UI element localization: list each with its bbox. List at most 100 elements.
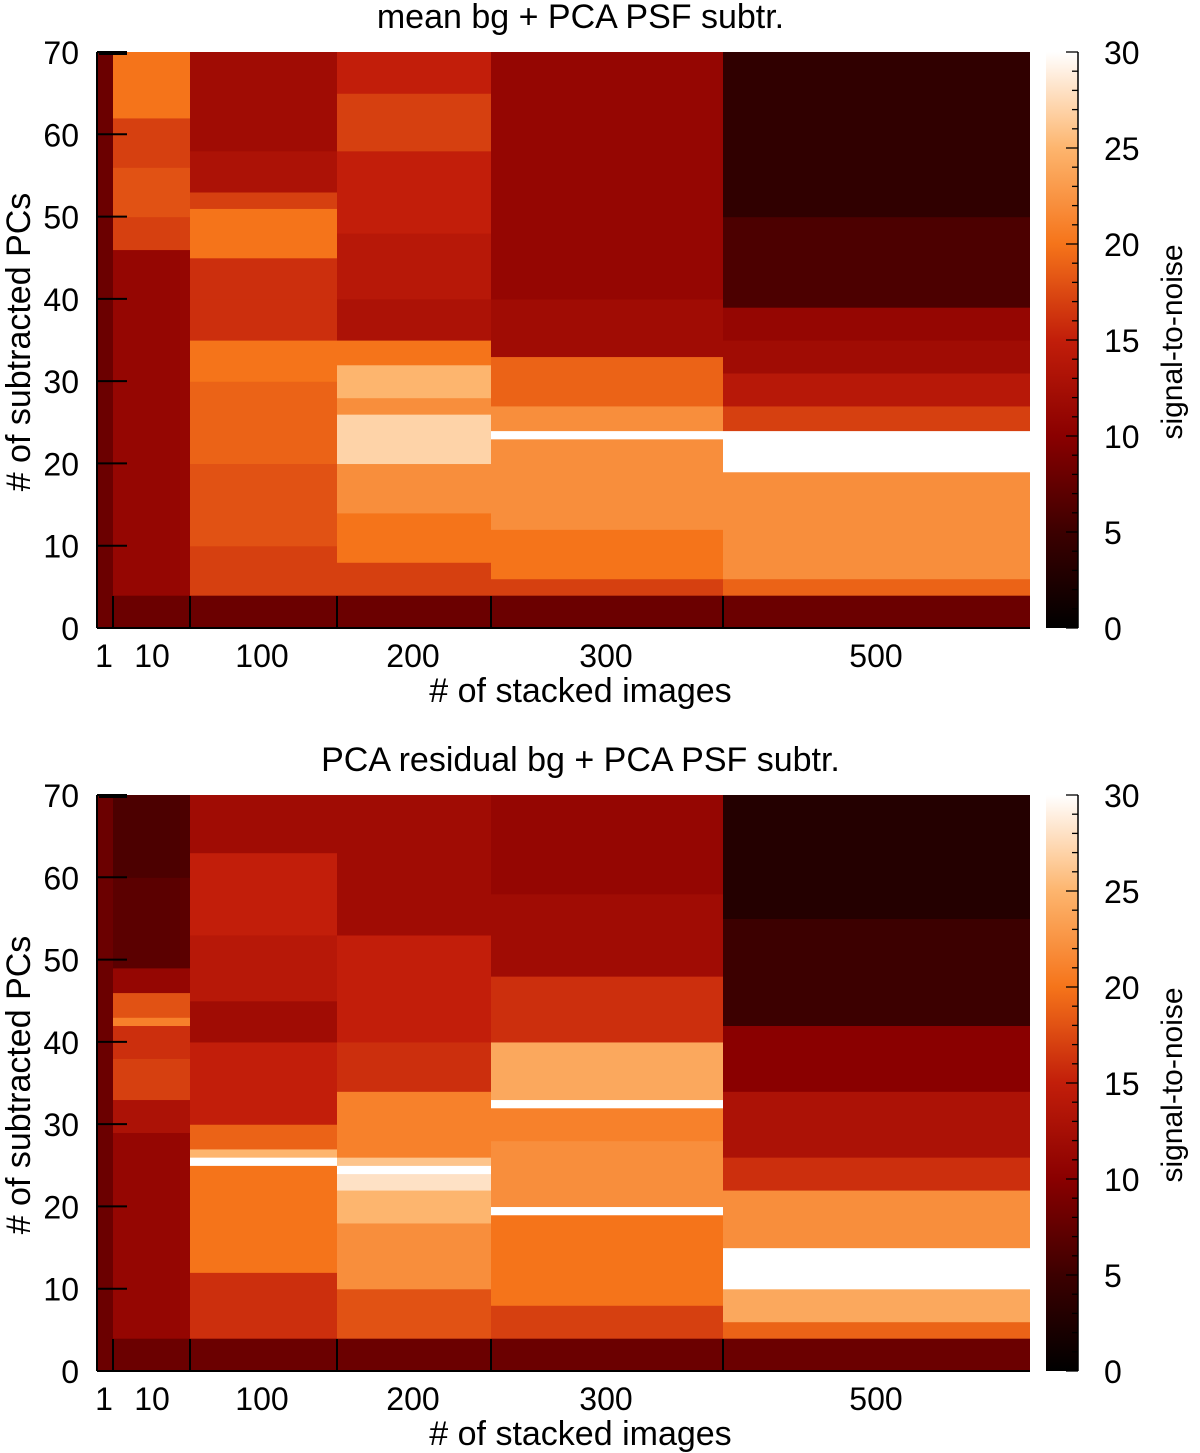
heatmap-cell — [723, 405, 1030, 432]
heatmap-cell — [337, 1041, 491, 1092]
heatmap-cell — [113, 967, 190, 994]
heatmap-cell — [190, 381, 337, 465]
heatmap-cell — [190, 208, 337, 259]
heatmap-column-10 — [113, 795, 190, 1372]
heatmap-cell — [337, 934, 491, 1043]
x-tick-label: 100 — [235, 1381, 288, 1417]
heatmap-cell — [723, 1247, 1030, 1290]
heatmap-cell — [190, 1041, 337, 1125]
heatmap-cell — [723, 372, 1030, 407]
heatmap-cell — [190, 298, 337, 341]
heatmap-column-200 — [337, 795, 491, 1372]
heatmap-cell — [491, 795, 723, 895]
heatmap-cell — [190, 463, 337, 547]
heatmap-cell — [491, 430, 723, 440]
heatmap-column-10 — [113, 52, 190, 629]
heatmap-cell — [491, 175, 723, 300]
colorbar-tick-label: 0 — [1104, 611, 1122, 647]
x-tick-label: 300 — [579, 638, 632, 674]
heatmap-cell — [723, 340, 1030, 374]
heatmap-cell — [723, 578, 1030, 596]
heatmap-cell — [491, 298, 723, 358]
colorbar-tick-label: 10 — [1104, 419, 1140, 455]
heatmap-cell — [113, 1017, 190, 1026]
x-tick-label: 1 — [95, 638, 113, 674]
heatmap-cell — [337, 340, 491, 366]
heatmap-cell — [491, 1214, 723, 1306]
x-axis-label: # of stacked images — [429, 1415, 731, 1453]
heatmap-cell — [491, 405, 723, 432]
heatmap-cell — [491, 595, 723, 629]
heatmap-cell — [491, 893, 723, 977]
heatmap-cell — [190, 1165, 337, 1273]
heatmap-cell — [723, 918, 1030, 1026]
heatmap-cell — [491, 1041, 723, 1101]
colorbar-tick-label: 30 — [1104, 778, 1140, 814]
x-tick-label: 300 — [579, 1381, 632, 1417]
x-tick-label: 1 — [95, 1381, 113, 1417]
x-tick-label: 200 — [386, 638, 439, 674]
colorbar-label: signal-to-noise — [1156, 244, 1189, 439]
heatmap-cell — [337, 562, 491, 596]
colorbar-tick-label: 5 — [1104, 515, 1122, 551]
y-tick-label: 70 — [43, 35, 79, 71]
heatmap-cell — [723, 595, 1030, 629]
heatmap-panel-2: PCA residual bg + PCA PSF subtr.01020304… — [0, 741, 1189, 1453]
heatmap-cell — [337, 93, 491, 152]
heatmap-cell — [491, 1099, 723, 1109]
heatmap-column-200 — [337, 52, 491, 629]
colorbar-tick-label: 25 — [1104, 874, 1140, 910]
heatmap-cell — [97, 795, 113, 1372]
colorbar-tick-label: 5 — [1104, 1258, 1122, 1294]
y-axis-label: # of subtracted PCs — [0, 936, 38, 1235]
heatmap-cell — [113, 795, 190, 878]
y-tick-label: 10 — [43, 1272, 79, 1308]
heatmap-cell — [337, 1222, 491, 1290]
heatmap-cell — [337, 414, 491, 465]
heatmap-cell — [337, 52, 491, 94]
colorbar-tick-label: 30 — [1104, 35, 1140, 71]
heatmap-cell — [113, 992, 190, 1018]
heatmap-cell — [190, 1124, 337, 1150]
y-tick-label: 60 — [43, 860, 79, 896]
heatmap-cell — [190, 191, 337, 209]
heatmap-cell — [190, 1148, 337, 1158]
heatmap-cell — [190, 150, 337, 193]
heatmap-cell — [723, 1321, 1030, 1339]
heatmap-cell — [190, 934, 337, 1002]
y-tick-label: 60 — [43, 117, 79, 153]
colorbar-label: signal-to-noise — [1156, 987, 1189, 1182]
heatmap-cell — [190, 1000, 337, 1043]
colorbar: 0 5 10 15 20 25 30 signal-to-noise — [1046, 35, 1189, 647]
heatmap-cell — [491, 438, 723, 530]
heatmap-cell — [723, 795, 1030, 920]
y-axis-label: # of subtracted PCs — [0, 193, 38, 492]
heatmap-cell — [337, 1165, 491, 1175]
heatmap-cell — [723, 1288, 1030, 1323]
heatmap-column-300 — [491, 52, 723, 629]
y-tick-label: 70 — [43, 778, 79, 814]
heatmap-cell — [113, 167, 190, 218]
heatmap-cell — [491, 356, 723, 407]
colorbar-tick-label: 20 — [1104, 970, 1140, 1006]
heatmap-cell — [723, 430, 1030, 473]
heatmap-cell — [491, 1140, 723, 1208]
x-tick-label: 10 — [134, 638, 170, 674]
x-tick-label: 10 — [134, 1381, 170, 1417]
y-tick-label: 40 — [43, 1025, 79, 1061]
heatmap-cell — [113, 117, 190, 168]
heatmap-cell — [723, 216, 1030, 308]
colorbar-tick-label: 20 — [1104, 227, 1140, 263]
heatmap-column-1 — [97, 52, 113, 629]
heatmap-cell — [337, 1091, 491, 1158]
heatmap-cell — [190, 595, 337, 629]
heatmap-cell — [337, 595, 491, 629]
heatmap-cell — [113, 216, 190, 251]
colorbar-tick-label: 15 — [1104, 323, 1140, 359]
y-tick-label: 10 — [43, 529, 79, 565]
heatmap-cell — [113, 595, 190, 629]
y-tick-label: 40 — [43, 282, 79, 318]
heatmap-cell — [190, 340, 337, 382]
heatmap-cell — [337, 298, 491, 341]
